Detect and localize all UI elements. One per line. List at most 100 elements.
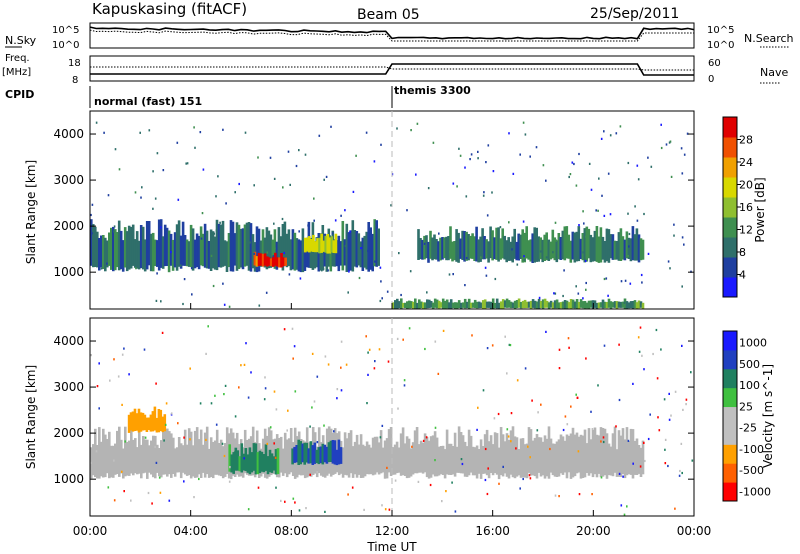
heatmap-speckle [486,347,489,350]
heatmap-speckle [107,194,110,197]
heatmap-speckle [96,385,99,388]
heatmap-speckle [233,451,236,454]
heatmap-cell [449,443,453,475]
heatmap-cell [551,229,555,259]
cpid-mode-normal: normal (fast) 151 [94,95,202,108]
heatmap-cell [369,227,372,270]
heatmap-cell [215,219,219,271]
heatmap-cell [617,232,621,261]
heatmap-cell [387,429,391,473]
heatmap-speckle [620,280,623,283]
heatmap-cell [565,300,569,309]
heatmap-speckle [141,186,143,189]
velocity-colorbar-tick: 500 [739,358,760,371]
heatmap-speckle [113,230,115,233]
heatmap-cell [435,239,438,260]
heatmap-speckle [340,366,342,369]
heatmap-speckle [486,492,489,496]
heatmap-speckle [437,372,440,375]
heatmap-cell [181,221,185,266]
heatmap-speckle [201,212,204,215]
heatmap-speckle [627,212,629,215]
heatmap-cell [461,230,464,260]
heatmap-speckle [422,439,425,442]
heatmap-speckle [562,294,564,298]
heatmap-speckle [667,464,669,468]
heatmap-cell [571,231,575,260]
heatmap-speckle [295,164,298,168]
heatmap-cell [238,456,242,472]
heatmap-cell [94,428,97,477]
heatmap-cell [431,302,435,309]
heatmap-cell [487,241,490,263]
heatmap-cell [583,429,587,478]
heatmap-cell [203,432,207,478]
heatmap-cell [465,301,469,309]
heatmap-speckle [681,172,684,175]
heatmap-speckle [454,510,457,513]
heatmap-speckle [299,277,302,280]
heatmap-speckle [673,234,675,237]
heatmap-cell [597,302,601,309]
heatmap-speckle [378,348,381,351]
heatmap-speckle [664,462,667,465]
heatmap-cell [149,414,153,432]
heatmap-speckle [275,486,277,489]
heatmap-cell [575,231,579,262]
heatmap-speckle [627,255,629,258]
heatmap-speckle [637,178,640,181]
heatmap-speckle [585,357,587,360]
heatmap-cell [441,298,445,309]
heatmap-speckle [340,389,343,392]
heatmap-speckle [477,150,479,153]
heatmap-cell [553,300,557,309]
heatmap-speckle [213,232,216,235]
heatmap-cell [414,298,417,309]
heatmap-cell [419,440,423,473]
heatmap-cell [623,239,627,261]
heatmap-cell [529,429,533,476]
freq-panel: Freq. [MHz] 18 8 60 0 Nave [2,53,788,86]
heatmap-speckle [607,294,609,297]
heatmap-cell [242,453,246,471]
heatmap-speckle [519,153,521,156]
heatmap-cell [559,302,563,309]
heatmap-cell [555,441,559,477]
heatmap-speckle [292,497,295,500]
heatmap-cell [531,233,535,263]
heatmap-cell [553,237,557,261]
heatmap-cell [418,299,421,309]
heatmap-cell [160,440,163,478]
heatmap-cell [525,301,529,308]
heatmap-cell [289,428,293,473]
nave-label: Nave [760,66,788,79]
heatmap-cell [94,226,97,267]
heatmap-cell [431,237,434,261]
heatmap-speckle [222,282,224,285]
heatmap-cell [406,301,409,309]
heatmap-speckle [627,161,630,165]
heatmap-speckle [121,353,124,356]
heatmap-cell [365,441,369,475]
heatmap-cell [213,236,217,270]
heatmap-speckle [170,251,172,254]
heatmap-cell [108,232,111,266]
heatmap-cell [533,437,537,477]
heatmap-speckle [170,412,173,415]
heatmap-cell [465,231,468,261]
heatmap-speckle [528,474,531,477]
heatmap-speckle [504,335,506,338]
cpid-row: CPID normal (fast) 151 themis 3300 [5,84,471,108]
heatmap-cell [357,233,361,266]
heatmap-cell [531,440,535,476]
heatmap-cell [263,253,267,266]
heatmap-cell [100,235,103,268]
heatmap-speckle [411,445,413,448]
heatmap-speckle [686,132,689,135]
heatmap-cell [455,302,459,309]
heatmap-speckle [134,191,137,194]
heatmap-cell [637,300,641,309]
heatmap-speckle [636,164,639,167]
heatmap-cell [131,411,135,432]
heatmap-speckle [289,183,291,186]
